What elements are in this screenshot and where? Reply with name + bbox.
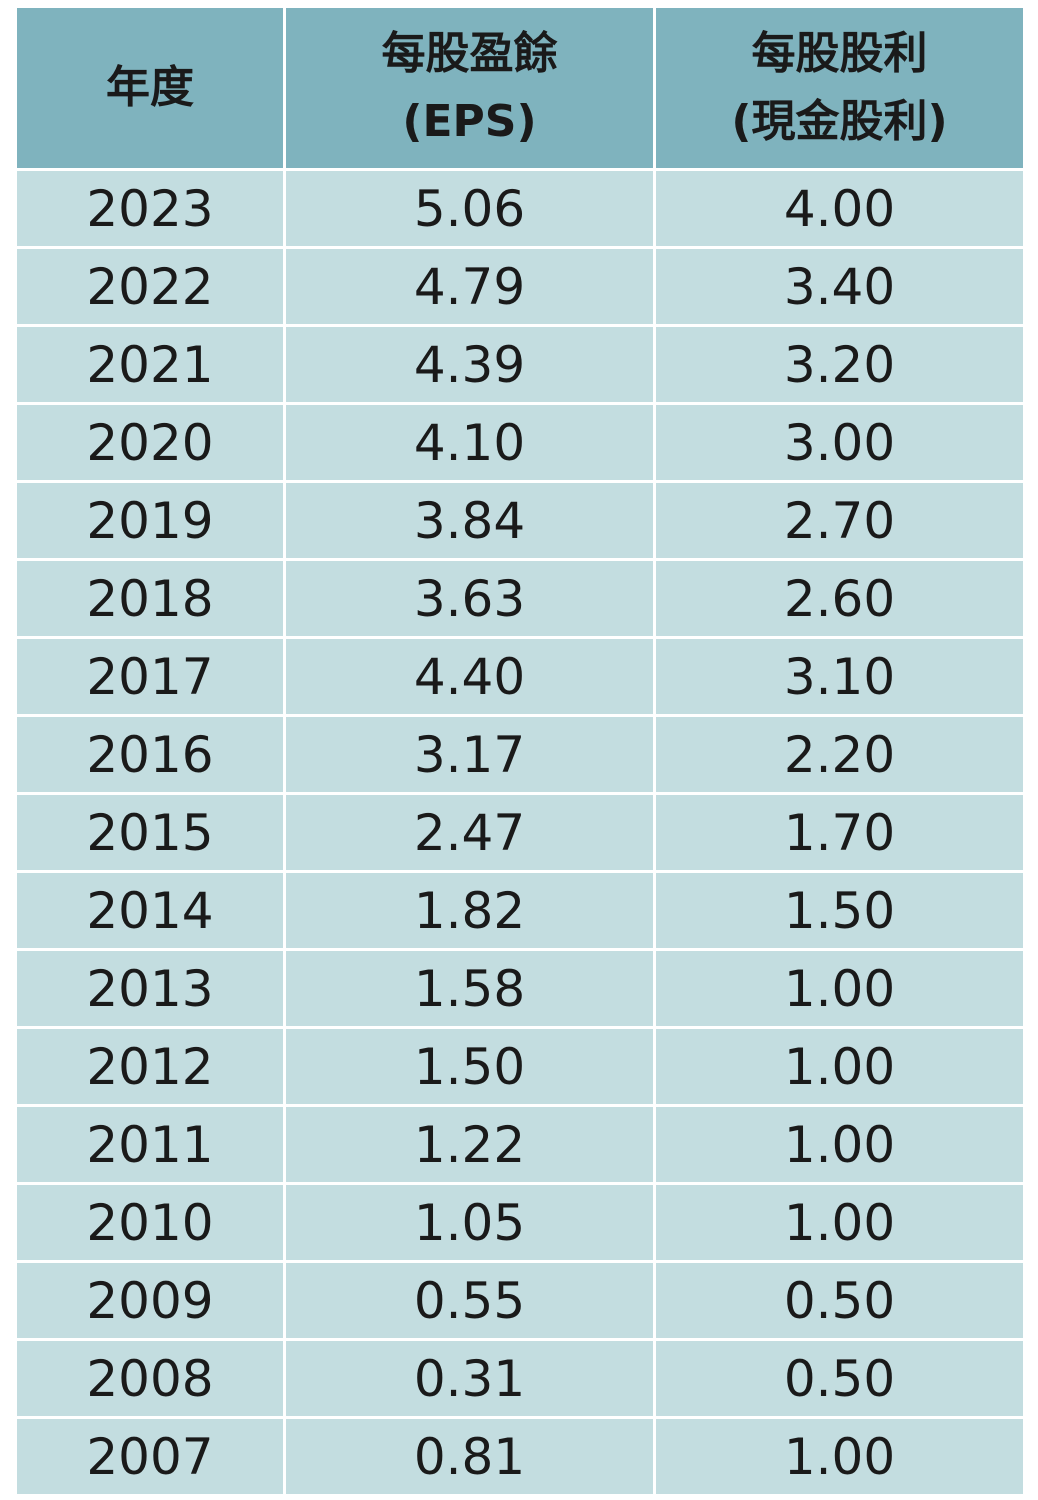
- table-cell: 0.50: [656, 1341, 1023, 1416]
- table-cell: 2023: [17, 171, 283, 246]
- header-text: (現金股利): [731, 96, 948, 147]
- table-cell: 1.50: [656, 873, 1023, 948]
- table-cell: 1.00: [656, 1419, 1023, 1494]
- table-cell: 2.47: [286, 795, 653, 870]
- table-cell: 1.00: [656, 1185, 1023, 1260]
- table-cell: 1.00: [656, 1029, 1023, 1104]
- header-text: 每股盈餘: [381, 28, 558, 79]
- table-cell: 5.06: [286, 171, 653, 246]
- header-text: (EPS): [402, 96, 537, 147]
- header-text: 每股股利: [751, 28, 928, 79]
- table-cell: 1.22: [286, 1107, 653, 1182]
- table-cell: 0.81: [286, 1419, 653, 1494]
- header-cell: 每股股利 (現金股利): [656, 8, 1023, 168]
- table-cell: 2015: [17, 795, 283, 870]
- header-text: 年度: [106, 62, 194, 113]
- table-cell: 2010: [17, 1185, 283, 1260]
- table-cell: 3.84: [286, 483, 653, 558]
- table-cell: 2012: [17, 1029, 283, 1104]
- table-cell: 2.70: [656, 483, 1023, 558]
- table-cell: 4.00: [656, 171, 1023, 246]
- table-cell: 2021: [17, 327, 283, 402]
- table-cell: 3.17: [286, 717, 653, 792]
- table-cell: 3.10: [656, 639, 1023, 714]
- table-cell: 2.20: [656, 717, 1023, 792]
- table-cell: 2018: [17, 561, 283, 636]
- table-cell: 3.63: [286, 561, 653, 636]
- table-cell: 1.58: [286, 951, 653, 1026]
- table-cell: 2016: [17, 717, 283, 792]
- table-cell: 1.70: [656, 795, 1023, 870]
- table: 年度 每股盈餘 (EPS) 每股股利 (現金股利) 2023 5.06 4.00 2022 4.7…: [17, 8, 1023, 1494]
- table-cell: 2011: [17, 1107, 283, 1182]
- header-cell: 年度: [17, 8, 283, 168]
- table-cell: 4.79: [286, 249, 653, 324]
- table-cell: 2022: [17, 249, 283, 324]
- table-cell: 1.00: [656, 1107, 1023, 1182]
- table-cell: 0.50: [656, 1263, 1023, 1338]
- table-cell: 2020: [17, 405, 283, 480]
- table-cell: 4.10: [286, 405, 653, 480]
- table-cell: 2014: [17, 873, 283, 948]
- table-cell: 3.00: [656, 405, 1023, 480]
- table-cell: 1.00: [656, 951, 1023, 1026]
- table-cell: 2009: [17, 1263, 283, 1338]
- table-cell: 3.20: [656, 327, 1023, 402]
- table-cell: 0.55: [286, 1263, 653, 1338]
- header-cell: 每股盈餘 (EPS): [286, 8, 653, 168]
- table-cell: 1.05: [286, 1185, 653, 1260]
- table-cell: 2.60: [656, 561, 1023, 636]
- table-cell: 2007: [17, 1419, 283, 1494]
- table-cell: 0.31: [286, 1341, 653, 1416]
- table-cell: 2019: [17, 483, 283, 558]
- table-cell: 3.40: [656, 249, 1023, 324]
- table-cell: 2008: [17, 1341, 283, 1416]
- table-cell: 4.40: [286, 639, 653, 714]
- table-cell: 4.39: [286, 327, 653, 402]
- table-cell: 1.50: [286, 1029, 653, 1104]
- table-cell: 1.82: [286, 873, 653, 948]
- table-cell: 2017: [17, 639, 283, 714]
- table-cell: 2013: [17, 951, 283, 1026]
